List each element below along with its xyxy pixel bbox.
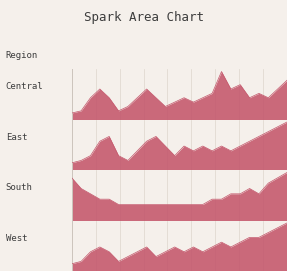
- Text: Central: Central: [6, 82, 43, 91]
- Text: East: East: [6, 133, 27, 142]
- Text: Region: Region: [6, 51, 38, 60]
- Text: West: West: [6, 234, 27, 243]
- Text: South: South: [6, 183, 33, 192]
- Text: Spark Area Chart: Spark Area Chart: [84, 11, 203, 24]
